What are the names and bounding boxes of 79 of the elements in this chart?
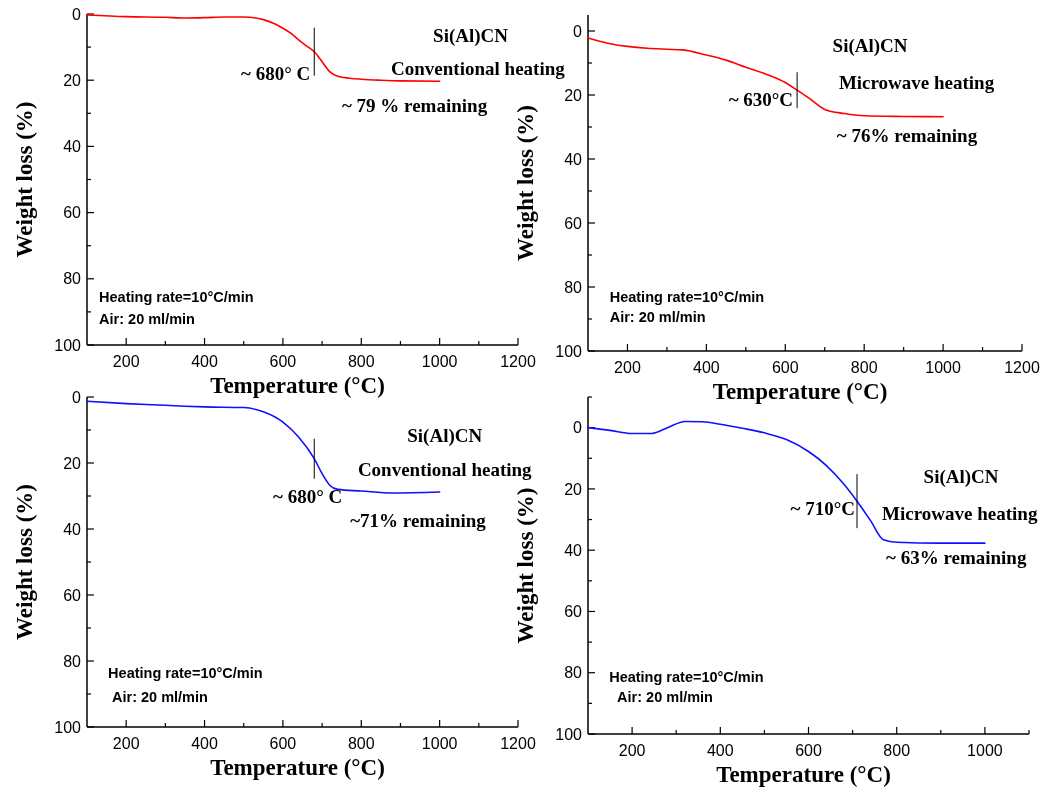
annotation: Conventional heating bbox=[391, 57, 566, 79]
annotation: Si(Al)CN bbox=[407, 424, 483, 447]
y-tick-label: 100 bbox=[555, 342, 583, 360]
y-axis-title: Weight loss (%) bbox=[513, 105, 538, 261]
annotation: ~ 79 % remaining bbox=[341, 94, 488, 116]
y-tick-label: 40 bbox=[63, 520, 82, 538]
y-axis-title: Weight loss (%) bbox=[513, 487, 538, 644]
x-axis-title: Temperature (°C) bbox=[210, 755, 385, 780]
x-axis-title: Temperature (°C) bbox=[712, 379, 888, 404]
annotation: ~ 680° C bbox=[273, 485, 343, 507]
x-tick-label: 1200 bbox=[500, 353, 536, 370]
x-tick-label: 600 bbox=[269, 735, 297, 752]
annotation: ~ 710°C bbox=[790, 498, 856, 520]
x-axis-title: Temperature (°C) bbox=[716, 762, 891, 787]
y-tick-label: 60 bbox=[63, 204, 82, 222]
annotation: Air: 20 ml/min bbox=[99, 310, 195, 327]
y-tick-label: 40 bbox=[564, 541, 583, 559]
x-tick-label: 1000 bbox=[925, 359, 961, 376]
x-axis-title: Temperature (°C) bbox=[210, 373, 385, 398]
annotation: ~ 63% remaining bbox=[886, 546, 1027, 568]
y-tick-label: 60 bbox=[564, 603, 583, 621]
annotation: Heating rate=10°C/min bbox=[99, 289, 254, 306]
x-tick-label: 800 bbox=[883, 742, 911, 759]
annotation: Conventional heating bbox=[357, 459, 533, 481]
x-tick-label: 400 bbox=[693, 359, 720, 376]
x-tick-label: 200 bbox=[618, 742, 646, 759]
y-axis-title: Weight loss (%) bbox=[12, 101, 37, 258]
y-tick-label: 0 bbox=[72, 388, 82, 406]
y-tick-label: 40 bbox=[564, 150, 583, 168]
x-tick-label: 200 bbox=[614, 359, 641, 376]
y-axis-title: Weight loss (%) bbox=[12, 484, 37, 640]
x-tick-label: 1000 bbox=[421, 735, 458, 752]
x-tick-label: 800 bbox=[347, 353, 375, 370]
annotation: Heating rate=10°C/min bbox=[108, 664, 263, 681]
y-tick-label: 80 bbox=[564, 664, 583, 682]
annotation: ~ 680° C bbox=[241, 62, 311, 84]
y-tick-label: 100 bbox=[54, 718, 82, 736]
y-tick-label: 80 bbox=[564, 278, 583, 296]
y-tick-label: 100 bbox=[555, 725, 583, 743]
annotation: Si(Al)CN bbox=[832, 34, 908, 57]
annotation: Si(Al)CN bbox=[433, 24, 509, 47]
x-tick-label: 400 bbox=[191, 735, 218, 752]
x-tick-label: 600 bbox=[269, 353, 297, 370]
annotation: Microwave heating bbox=[882, 502, 1038, 524]
y-tick-label: 20 bbox=[63, 71, 82, 89]
x-tick-label: 800 bbox=[347, 735, 375, 752]
y-tick-label: 60 bbox=[63, 586, 82, 604]
y-tick-label: 100 bbox=[54, 336, 82, 354]
x-tick-label: 200 bbox=[112, 735, 140, 752]
y-tick-label: 0 bbox=[72, 5, 82, 23]
x-tick-label: 400 bbox=[191, 353, 218, 370]
y-tick-label: 40 bbox=[63, 138, 82, 155]
x-tick-label: 600 bbox=[795, 742, 822, 759]
y-tick-label: 20 bbox=[564, 480, 583, 498]
annotation: Heating rate=10°C/min bbox=[609, 289, 765, 306]
annotation: ~ 630°C bbox=[728, 89, 794, 111]
x-tick-label: 200 bbox=[112, 353, 140, 370]
x-tick-label: 800 bbox=[850, 359, 878, 376]
annotation: Heating rate=10°C/min bbox=[609, 668, 764, 685]
y-tick-label: 80 bbox=[63, 652, 82, 670]
annotation: Air: 20 ml/min bbox=[112, 689, 208, 706]
x-tick-label: 600 bbox=[771, 359, 799, 376]
y-tick-label: 0 bbox=[573, 22, 583, 40]
y-tick-label: 20 bbox=[564, 86, 583, 104]
y-tick-label: 60 bbox=[564, 214, 583, 232]
annotation: ~71% remaining bbox=[350, 509, 487, 531]
y-tick-label: 20 bbox=[63, 454, 82, 472]
y-tick-label: 80 bbox=[63, 270, 82, 288]
x-tick-label: 1000 bbox=[421, 353, 458, 370]
x-tick-label: 1200 bbox=[500, 735, 536, 752]
annotation: Air: 20 ml/min bbox=[617, 689, 713, 706]
annotation: Microwave heating bbox=[838, 71, 995, 93]
annotation: Air: 20 ml/min bbox=[609, 309, 706, 326]
x-tick-label: 1200 bbox=[1004, 359, 1040, 376]
x-tick-label: 400 bbox=[706, 742, 734, 759]
annotation: ~ 76% remaining bbox=[836, 124, 978, 146]
x-tick-label: 1000 bbox=[967, 742, 1003, 759]
annotation: Si(Al)CN bbox=[923, 465, 999, 488]
y-tick-label: 0 bbox=[573, 419, 583, 437]
